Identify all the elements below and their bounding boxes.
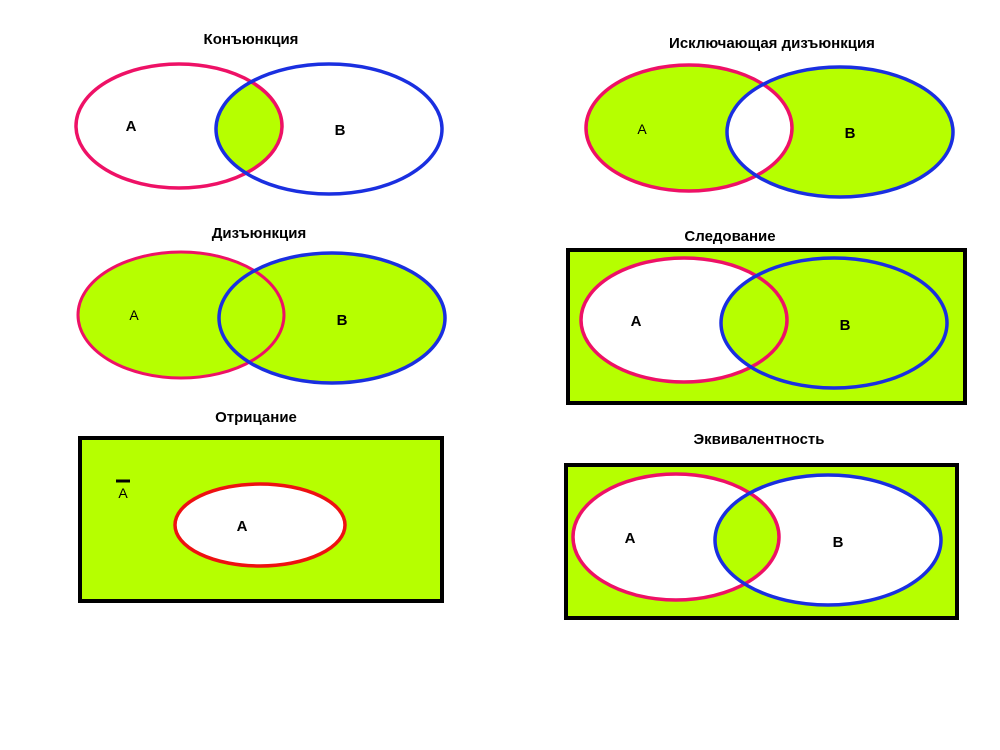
- xor-label-b: B: [845, 125, 856, 142]
- equivalence-set-a: [571, 472, 781, 602]
- equivalence-label-b: B: [833, 534, 844, 551]
- implication-set-a: [579, 256, 789, 384]
- implication-set-b: [719, 256, 949, 390]
- implication-label-b: B: [840, 317, 851, 334]
- equivalence-label-a: A: [625, 530, 636, 547]
- negation-set-a: [173, 482, 347, 568]
- xor-title: Исключающая дизъюнкция: [669, 35, 875, 52]
- implication-title: Следование: [684, 228, 775, 245]
- diagram-implication: Следование A B: [566, 228, 967, 405]
- disjunction-set-a: [76, 250, 286, 380]
- disjunction-title: Дизъюнкция: [212, 225, 307, 242]
- equivalence-set-b: [713, 473, 943, 607]
- conjunction-set-b: [214, 62, 444, 196]
- xor-label-a: A: [637, 121, 647, 137]
- diagram-xor: Исключающая дизъюнкция A B: [584, 35, 955, 199]
- implication-label-a: A: [631, 313, 642, 330]
- conjunction-set-a: [74, 62, 284, 190]
- disjunction-fill-b: [219, 253, 445, 383]
- xor-set-a: [584, 63, 794, 193]
- diagram-equivalence: Эквивалентность A B: [564, 431, 959, 620]
- disjunction-set-b: [217, 251, 447, 385]
- conjunction-label-b: B: [335, 122, 346, 139]
- equivalence-blank-b: [715, 475, 941, 605]
- disjunction-label-b: B: [337, 312, 348, 329]
- negation-title: Отрицание: [215, 409, 297, 426]
- conjunction-title: Конъюнкция: [204, 31, 299, 48]
- diagram-conjunction: Конъюнкция A B: [74, 31, 444, 196]
- equivalence-title: Эквивалентность: [693, 431, 824, 448]
- negation-label-not-a: A: [118, 485, 128, 501]
- diagram-disjunction: Дизъюнкция A B: [76, 225, 447, 385]
- negation-label-a: A: [237, 518, 248, 535]
- disjunction-label-a: A: [129, 307, 139, 323]
- conjunction-label-a: A: [126, 118, 137, 135]
- diagram-negation: Отрицание A A: [78, 409, 444, 603]
- xor-set-b: [725, 65, 955, 199]
- xor-fill-b: [727, 67, 953, 197]
